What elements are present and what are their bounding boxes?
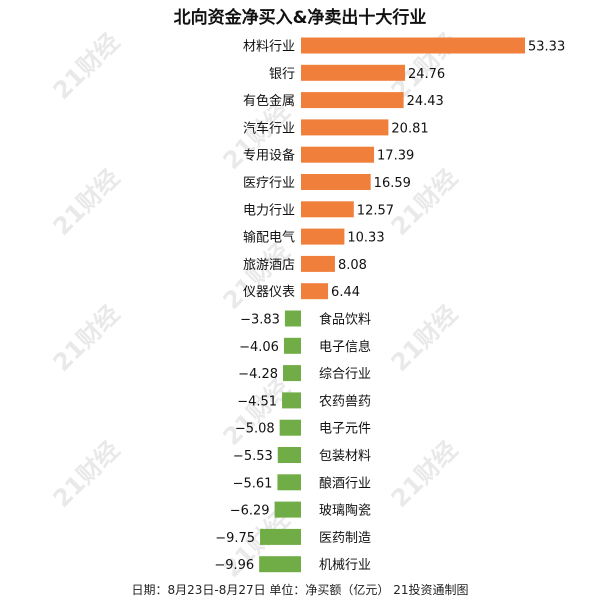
bar	[274, 501, 301, 518]
category-label: 综合行业	[319, 367, 371, 382]
data-label: 17.39	[377, 149, 414, 164]
category-label: 电子信息	[319, 339, 371, 355]
watermark-text: 21财经	[386, 436, 463, 513]
category-label: 酿酒行业	[319, 475, 371, 491]
bar	[301, 37, 525, 54]
data-label: −9.75	[215, 531, 255, 546]
bar	[277, 447, 301, 463]
category-label: 包装材料	[319, 449, 371, 464]
bar	[301, 255, 335, 272]
watermark-text: 21财经	[218, 374, 295, 451]
category-label: 输配电气	[243, 230, 295, 246]
data-label: −5.53	[233, 449, 273, 464]
bar	[277, 474, 301, 491]
category-label: 旅游酒店	[243, 258, 295, 273]
bar	[301, 119, 389, 136]
category-label: 有色金属	[243, 93, 295, 109]
data-label: 24.76	[408, 67, 445, 82]
bar	[282, 392, 301, 409]
bar	[301, 201, 354, 218]
watermark-text: 21财经	[48, 300, 125, 377]
category-label: 材料行业	[243, 40, 295, 55]
bar	[283, 337, 301, 354]
bar	[301, 174, 371, 190]
bar	[284, 310, 301, 327]
category-label: 医药制造	[319, 531, 371, 546]
category-label: 机械行业	[319, 558, 371, 573]
data-label: 24.43	[407, 94, 444, 109]
category-label: 电力行业	[243, 203, 295, 218]
category-label: 仪器仪表	[243, 285, 295, 300]
bar	[301, 228, 345, 245]
watermark-text: 21财经	[48, 28, 125, 105]
data-label: 6.44	[331, 285, 360, 300]
data-label: 53.33	[528, 40, 565, 55]
category-label: 银行	[269, 67, 295, 82]
data-label: 8.08	[338, 258, 367, 273]
category-label: 食品饮料	[319, 312, 371, 328]
data-label: −5.08	[235, 422, 275, 437]
data-label: 20.81	[391, 121, 428, 136]
bar	[283, 365, 301, 382]
data-label: −4.06	[239, 340, 279, 355]
category-label: 汽车行业	[243, 120, 295, 136]
data-label: −9.96	[214, 558, 254, 573]
data-label: 10.33	[347, 231, 384, 246]
watermark-text: 21财经	[48, 164, 125, 241]
category-label: 电子元件	[319, 422, 371, 437]
data-label: 16.59	[374, 176, 411, 191]
watermark-text: 21财经	[218, 238, 295, 315]
data-label: −3.83	[240, 313, 280, 328]
bar	[260, 528, 301, 545]
data-label: −5.61	[233, 476, 273, 491]
watermark-text: 21财经	[386, 300, 463, 377]
bar	[301, 92, 404, 109]
bar	[301, 64, 405, 81]
category-label: 专用设备	[243, 148, 295, 164]
bar	[301, 146, 375, 163]
watermark-text: 21财经	[48, 436, 125, 513]
category-label: 农药兽药	[319, 394, 371, 409]
data-label: 12.57	[357, 203, 394, 218]
chart-footer: 日期：8月23日-8月27日 单位：净买额（亿元） 21投资通制图	[131, 583, 469, 597]
data-label: −4.28	[238, 367, 278, 382]
bar	[279, 419, 301, 436]
data-label: −6.29	[230, 504, 270, 519]
bar	[259, 556, 301, 573]
bar	[301, 283, 329, 300]
data-label: −4.51	[237, 394, 277, 409]
category-label: 医疗行业	[243, 176, 295, 191]
category-label: 玻璃陶瓷	[319, 503, 371, 519]
chart-title: 北向资金净买入&净卖出十大行业	[173, 8, 427, 28]
